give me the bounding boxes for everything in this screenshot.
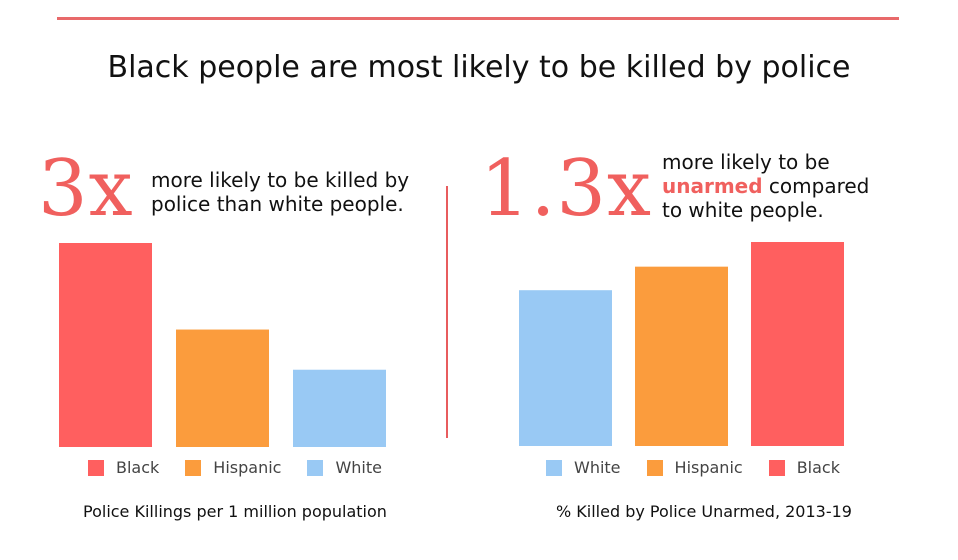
left-legend-item-hispanic: Hispanic xyxy=(185,458,281,477)
right-legend-label-black: Black xyxy=(796,458,840,477)
right-stat-line-3: to white people. xyxy=(662,198,824,222)
panel-divider xyxy=(446,186,448,438)
right-stat-line-2: unarmed compared xyxy=(662,174,869,198)
right-legend-label-hispanic: Hispanic xyxy=(674,458,743,477)
left-legend-swatch-hispanic xyxy=(185,459,202,476)
left-legend-swatch-white xyxy=(307,459,324,476)
left-bar-white xyxy=(293,369,386,447)
right-legend-item-black: Black xyxy=(768,458,840,477)
right-stat-line-1: more likely to be xyxy=(662,150,830,174)
left-legend-item-white: White xyxy=(307,458,382,477)
left-legend-label-hispanic: Hispanic xyxy=(213,458,282,477)
page-title: Black people are most likely to be kille… xyxy=(107,50,851,85)
left-legend-swatch-black xyxy=(88,459,104,476)
right-bar-white xyxy=(519,290,612,446)
left-chart-bars xyxy=(59,243,386,447)
right-legend-label-white: White xyxy=(574,458,621,477)
left-legend-label-white: White xyxy=(335,458,382,477)
right-stat-number: 1.3x xyxy=(480,144,653,234)
right-legend-swatch-white xyxy=(546,459,562,476)
left-chart-legend: Black Hispanic White xyxy=(88,458,408,477)
right-bar-hispanic xyxy=(635,266,728,446)
right-bar-black xyxy=(751,242,844,446)
left-stat-text: more likely to be killed by police than … xyxy=(151,168,409,216)
left-chart-caption: Police Killings per 1 million population xyxy=(83,502,387,521)
left-stat-number: 3x xyxy=(38,144,134,234)
left-stat-line-2: police than white people. xyxy=(151,192,404,216)
right-chart-legend: White Hispanic Black xyxy=(546,458,866,477)
right-legend-item-hispanic: Hispanic xyxy=(646,458,743,477)
left-stat-line-1: more likely to be killed by xyxy=(151,168,410,192)
left-legend-label-black: Black xyxy=(116,458,160,477)
left-bar-black xyxy=(59,243,152,447)
left-bar-hispanic xyxy=(176,329,269,447)
right-stat-line-2-rest: compared xyxy=(762,174,870,198)
unarmed-highlight: unarmed xyxy=(662,174,763,198)
right-stat-text: more likely to be unarmed compared to wh… xyxy=(662,150,869,222)
top-rule xyxy=(57,17,899,20)
right-legend-swatch-black xyxy=(768,459,785,476)
left-legend-item-black: Black xyxy=(88,458,159,477)
right-chart-bars xyxy=(519,242,844,446)
right-legend-swatch-hispanic xyxy=(646,459,663,476)
right-legend-item-white: White xyxy=(546,458,621,477)
right-chart-caption: % Killed by Police Unarmed, 2013-19 xyxy=(556,502,852,521)
